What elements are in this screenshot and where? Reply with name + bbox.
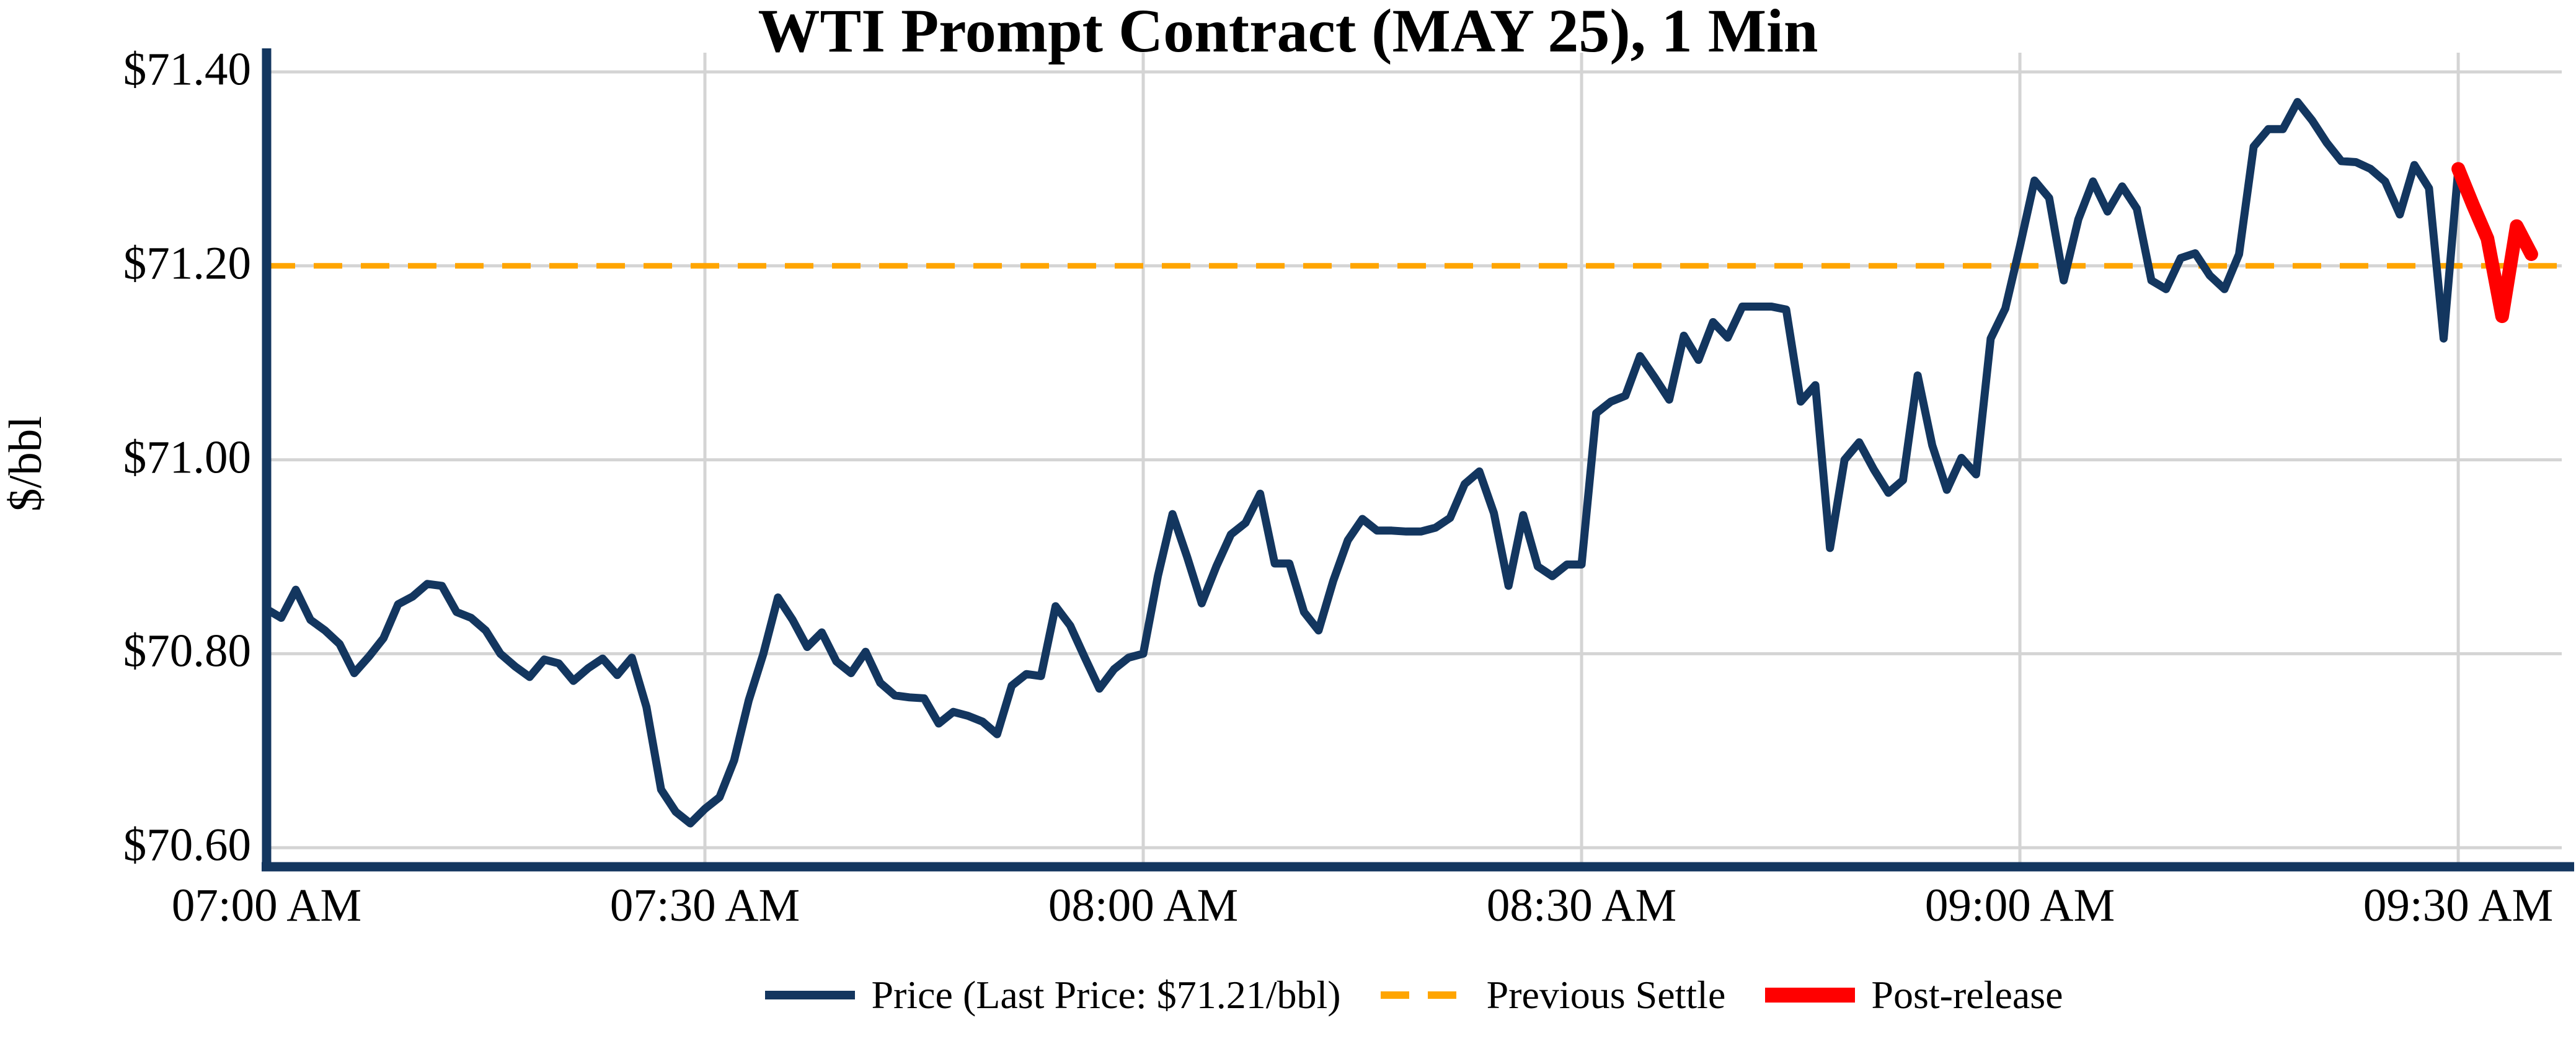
x-tick-label: 07:30 AM bbox=[609, 880, 800, 931]
y-tick-label: $71.20 bbox=[123, 237, 251, 290]
legend-label: Price (Last Price: $71.21/bbl) bbox=[871, 973, 1341, 1017]
legend: Price (Last Price: $71.21/bbl) Previous S… bbox=[267, 972, 2562, 1018]
y-tick-label: $70.80 bbox=[123, 625, 251, 677]
legend-item: Post-release bbox=[1765, 972, 2063, 1018]
legend-label: Previous Settle bbox=[1486, 973, 1726, 1017]
legend-item: Price (Last Price: $71.21/bbl) bbox=[765, 972, 1341, 1018]
thick-line-swatch-icon bbox=[1765, 988, 1856, 1003]
legend-label: Post-release bbox=[1871, 973, 2063, 1017]
axis-spines bbox=[262, 48, 2574, 872]
price-polyline bbox=[262, 98, 2463, 828]
y-tick-label: $71.40 bbox=[123, 43, 251, 95]
x-tick-label: 08:30 AM bbox=[1486, 880, 1677, 931]
post-release-line bbox=[2451, 162, 2538, 324]
chart-title: WTI Prompt Contract (MAY 25), 1 Min bbox=[758, 0, 1818, 65]
x-tick-label: 09:00 AM bbox=[1924, 880, 2115, 931]
x-tick-label: 07:00 AM bbox=[171, 880, 362, 931]
legend-item: Previous Settle bbox=[1380, 972, 1726, 1018]
price-line-swatch-icon bbox=[765, 991, 856, 999]
post-release-polyline bbox=[2451, 162, 2538, 324]
x-tick-label: 09:30 AM bbox=[2363, 880, 2554, 931]
price-line bbox=[262, 98, 2463, 828]
y-tick-label: $70.60 bbox=[123, 819, 251, 871]
y-tick-label: $71.00 bbox=[123, 432, 251, 484]
gridlines bbox=[267, 53, 2562, 867]
x-tick-label: 08:00 AM bbox=[1048, 880, 1239, 931]
dashed-line-swatch-icon bbox=[1380, 991, 1471, 999]
